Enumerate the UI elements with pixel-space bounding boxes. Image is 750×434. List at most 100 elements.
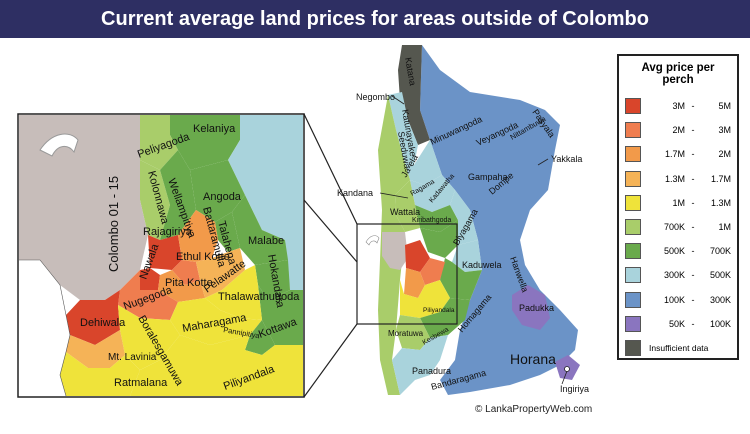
legend-row: 1M - 1.3M [625, 191, 731, 215]
label-panadura: Panadura [412, 366, 451, 376]
label-ethul-kotte: Ethul Kotte [176, 251, 230, 263]
legend-swatch [625, 243, 641, 260]
region-peliyagoda [140, 115, 178, 170]
legend-range-high: 700K [709, 246, 731, 257]
legend-range-dash: - [691, 149, 695, 160]
label-gampaha: Gampaha [468, 172, 508, 182]
ingiriya-marker [564, 366, 570, 372]
label-kiribathgoda: Kiribathgoda [412, 217, 451, 224]
legend-range-low: 300K [663, 270, 685, 281]
region-kolonnawa [140, 160, 170, 240]
region-padukka [512, 285, 550, 330]
pointer-lines [379, 95, 568, 385]
legend-range: 500K - 700K [651, 246, 731, 256]
region-core-yellow [400, 280, 450, 318]
legend-range-dash: - [691, 222, 695, 233]
legend-range-high: 1.3M [710, 197, 731, 208]
region-pita-kotte [158, 270, 205, 302]
locator-box [356, 223, 458, 325]
legend-title: Avg price per perch [641, 62, 715, 86]
region-kaduwela [440, 258, 482, 300]
legend-range-high: 5M [718, 101, 731, 112]
legend-range: 50K - 100K [651, 319, 731, 329]
legend-range-high: 1.7M [710, 173, 731, 184]
legend-row-insufficient: Insufficient data [625, 336, 731, 360]
label-katana: Katana [403, 57, 418, 87]
legend-range-low: 2M [672, 125, 685, 136]
region-angoda [190, 160, 245, 222]
legend-swatch [625, 146, 641, 163]
region-thalawathugoda [205, 265, 262, 320]
region-ethul-kotte [172, 260, 200, 285]
legend-row: 300K - 500K [625, 263, 731, 287]
region-hokandara [255, 260, 290, 300]
sea-area [19, 260, 70, 396]
legend-range: 2M - 3M [651, 125, 731, 135]
region-colombo [19, 115, 148, 300]
region-katunayake [404, 140, 442, 185]
legend-range: 300K - 500K [651, 270, 731, 280]
legend-range-high: 3M [718, 125, 731, 136]
region-panadura [392, 335, 448, 395]
legend-range: 1M - 1.3M [651, 198, 731, 208]
region-gampaha [450, 190, 478, 245]
legend-range-dash: - [691, 173, 695, 184]
legend-range-dash: - [691, 318, 695, 329]
legend-range: 3M - 5M [651, 101, 731, 111]
label-dehiwala: Dehiwala [80, 317, 126, 329]
region-talahena [215, 212, 240, 252]
legend-range: 700K - 1M [651, 222, 731, 232]
label-mt-lavinia: Mt. Lavinia [108, 352, 157, 363]
region-boralesgamuwa [118, 305, 180, 370]
legend-swatch [625, 291, 641, 308]
legend: Avg price per perch 3M -5M 2M -3M 1.7M -2M 1.3… [617, 54, 739, 360]
legend-range-high: 300K [709, 294, 731, 305]
legend-row: 700K - 1M [625, 215, 731, 239]
legend-row: 2M - 3M [625, 118, 731, 142]
region-kelaniya [170, 115, 240, 170]
label-ratmalana: Ratmalana [114, 377, 168, 389]
legend-swatch [625, 170, 641, 187]
zoom-inset: Colombo 01 - 15 Peliyagoda Kelaniya Kolo… [17, 113, 305, 398]
legend-row: 1.7M - 2M [625, 142, 731, 166]
region-negombo [388, 92, 418, 165]
legend-range-low: 700K [663, 222, 685, 233]
region-kiribathgoda [420, 220, 458, 258]
region-wattala [395, 180, 420, 232]
legend-swatch [625, 98, 641, 115]
legend-range-high: 500K [709, 270, 731, 281]
region-piliyandala [130, 335, 303, 396]
legend-swatch [625, 219, 641, 236]
region-rajagiriya [148, 235, 182, 270]
legend-range-dash: - [691, 270, 695, 281]
region-pannipitiya [245, 320, 275, 355]
label-negombo: Negombo [356, 92, 395, 102]
region-malabe [232, 195, 288, 265]
map-title: Current average land prices for areas ou… [0, 0, 750, 38]
region-dehiwala [66, 290, 120, 345]
region-colombo-main [382, 232, 408, 270]
legend-range-dash: - [691, 101, 695, 112]
legend-range-high: 1M [718, 222, 731, 233]
legend-swatch [625, 122, 641, 139]
legend-range-dash: - [691, 294, 695, 305]
legend-row: 100K - 300K [625, 288, 731, 312]
legend-swatch [625, 315, 641, 332]
legend-range-low: 1.3M [664, 173, 685, 184]
label-kelaniya: Kelaniya [193, 123, 236, 135]
legend-row: 1.3M - 1.7M [625, 167, 731, 191]
label-wattala: Wattala [390, 207, 420, 217]
region-core-orange [404, 268, 425, 298]
legend-range: 1.3M - 1.7M [651, 174, 731, 184]
legend-range-low: 500K [663, 246, 685, 257]
legend-range-dash: - [691, 197, 695, 208]
label-malabe: Malabe [248, 235, 284, 247]
region-kottawa [258, 285, 303, 345]
credit-text: © LankaPropertyWeb.com [475, 404, 593, 415]
region-core-high [405, 240, 430, 272]
map-canvas: Colombo 01 - 15 Peliyagoda Kelaniya Kolo… [17, 45, 589, 398]
region-katana [398, 45, 430, 145]
region-biyagama [452, 240, 482, 272]
legend-range: 100K - 300K [651, 295, 731, 305]
legend-row: 50K - 100K [625, 312, 731, 336]
